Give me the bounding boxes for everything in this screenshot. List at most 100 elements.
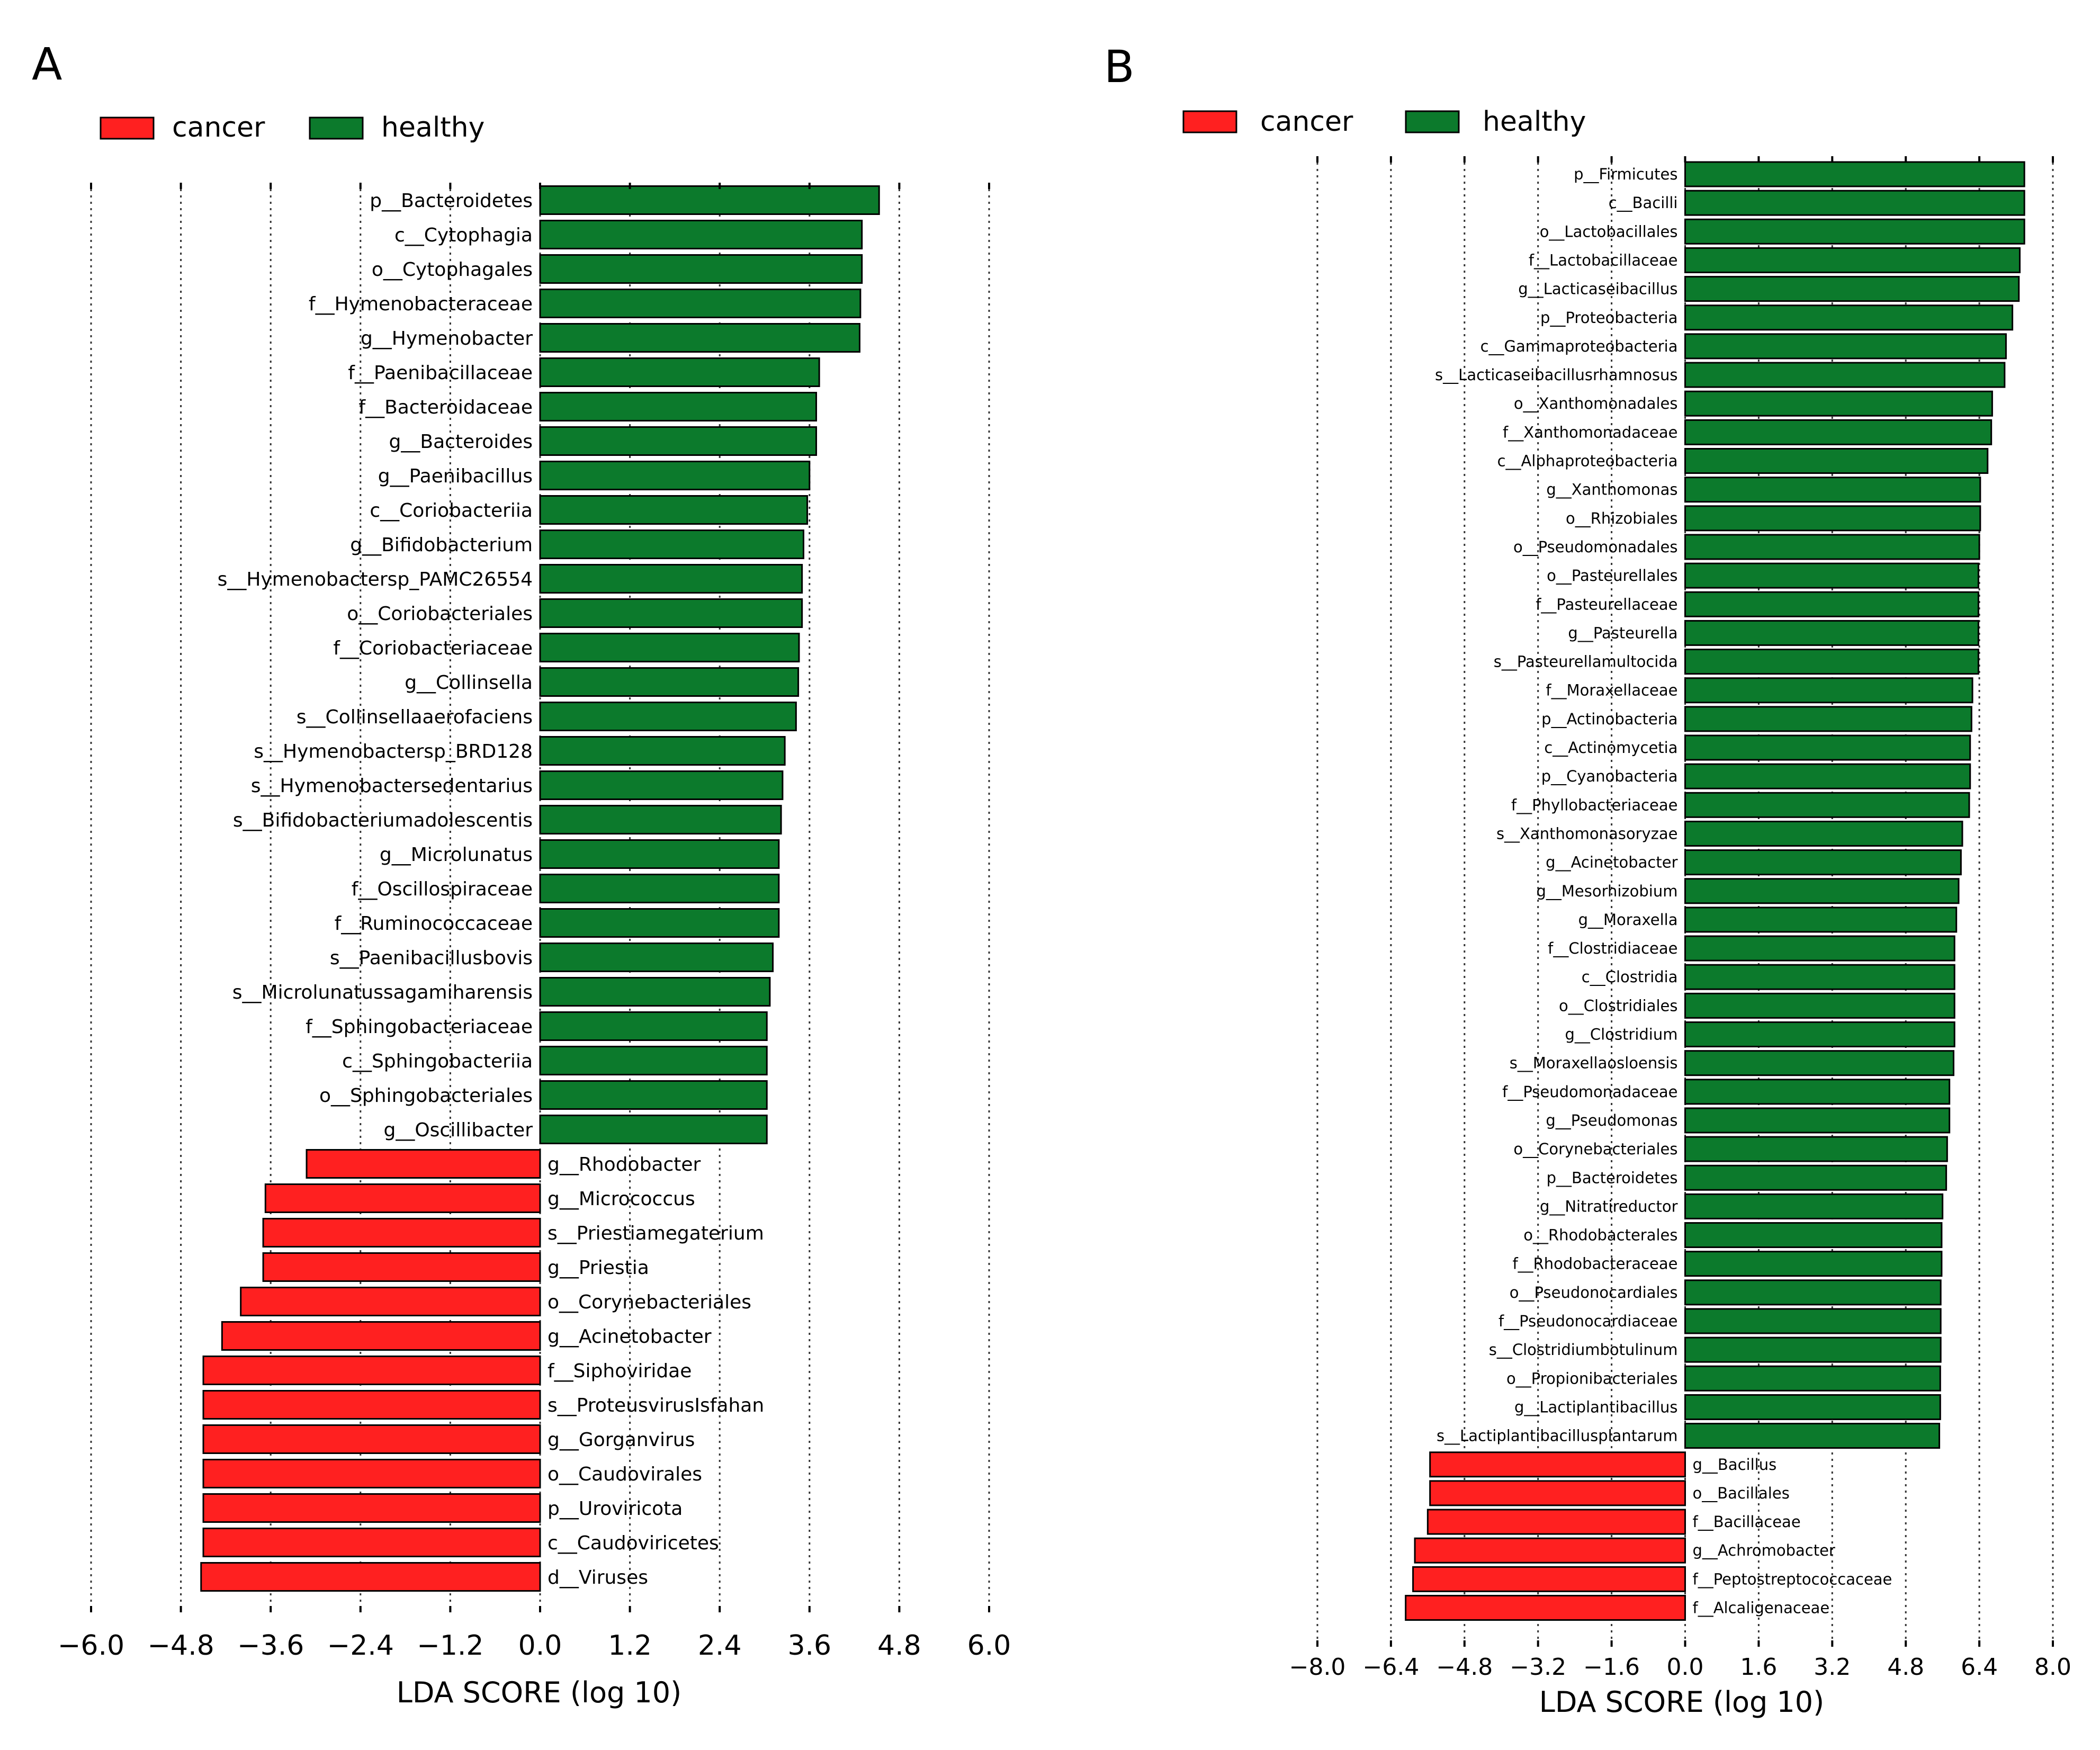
healthy-bar: [539, 805, 782, 834]
healthy-bar: [1684, 276, 2020, 302]
x-tick-label: −4.8: [1436, 1654, 1493, 1681]
cancer-bar: [202, 1459, 541, 1488]
bar-label: f__Phyllobacteriaceae: [1511, 796, 1678, 814]
bar-label: g__Micrococcus: [548, 1188, 695, 1210]
bar-label: g__Bacteroides: [389, 431, 533, 453]
cancer-bar: [1429, 1451, 1686, 1478]
healthy-bar: [1684, 649, 1979, 675]
bar-label: g__Acinetobacter: [1546, 854, 1677, 872]
bar-label: g__Oscillibacter: [383, 1119, 533, 1141]
healthy-bar: [1684, 247, 2021, 273]
legend-b-healthy-swatch: [1405, 110, 1460, 133]
bar-label: g__Clostridium: [1565, 1026, 1677, 1044]
healthy-bar: [1684, 419, 1993, 445]
bar-label: p__Actinobacteria: [1541, 710, 1677, 728]
healthy-bar: [1684, 562, 1979, 589]
healthy-bar: [539, 495, 809, 525]
cancer-bar: [1412, 1566, 1686, 1592]
cancer-bar: [200, 1562, 541, 1592]
healthy-bar: [539, 530, 804, 559]
bar-label: s__Paenibacillusbovis: [330, 947, 533, 969]
healthy-bar: [539, 908, 780, 938]
bar-label: g__Bacillus: [1693, 1456, 1777, 1474]
bar-label: g__Mesorhizobium: [1536, 882, 1677, 900]
panel-a-letter: A: [32, 38, 62, 90]
healthy-bar: [1684, 1394, 1941, 1420]
bar-label: s__Lactiplantibacillusplantarum: [1437, 1427, 1678, 1445]
bar-label: g__Acinetobacter: [548, 1326, 712, 1348]
x-tick-label: 4.8: [877, 1630, 921, 1662]
healthy-bar: [1684, 534, 1980, 560]
bar-label: d__Viruses: [548, 1567, 648, 1589]
bar-label: p__Firmicutes: [1574, 165, 1677, 183]
healthy-bar: [539, 736, 786, 766]
bar-label: o__Pasteurellales: [1547, 567, 1677, 585]
legend-a-healthy-label: healthy: [381, 112, 484, 143]
bar-label: p__Bacteroidetes: [1547, 1169, 1678, 1187]
bar-label: f__Ruminococcaceae: [335, 913, 533, 935]
healthy-bar: [1684, 333, 2007, 360]
panel-b-letter: B: [1104, 41, 1135, 93]
x-tick-label: 0.0: [1667, 1654, 1704, 1681]
cancer-bar: [1426, 1509, 1686, 1535]
bar-label: f__Peptostreptococcaceae: [1693, 1570, 1892, 1588]
healthy-bar: [1684, 448, 1989, 474]
bar-label: s__ProteusvirusIsfahan: [548, 1395, 764, 1416]
panel-a-ticks: −6.0 −4.8 −3.6 −2.4 −1.2 0.0 1.2 2.4 3.6 4.8 6.0: [58, 183, 1011, 1662]
healthy-bar: [1684, 1107, 1951, 1134]
bar-label: c__Actinomycetia: [1544, 739, 1677, 757]
healthy-bar: [1684, 1021, 1955, 1047]
bar-label: f__Oscillospiraceae: [352, 878, 533, 900]
panel-b: B cancer healthy p__Firmicutes c__Bacilli…: [1104, 41, 2071, 1719]
bar-label: g__Nitratireductor: [1540, 1197, 1678, 1215]
bar-label: c__Bacilli: [1609, 194, 1678, 212]
healthy-bar: [1684, 477, 1981, 503]
bar-label: o__Caudovirales: [548, 1464, 702, 1485]
bar-label: p__Cyanobacteria: [1541, 767, 1678, 785]
healthy-bar: [539, 943, 774, 972]
cancer-bar: [1429, 1480, 1686, 1506]
bar-label: f__Moraxellaceae: [1546, 681, 1677, 699]
bar-label: s__Xanthomonasoryzae: [1496, 824, 1678, 842]
x-tick-label: −6.0: [58, 1630, 124, 1662]
healthy-bar: [1684, 1050, 1954, 1076]
bar-label: s__Hymenobactersp_BRD128: [254, 741, 533, 762]
panel-b-ticks: −8.0 −6.4 −4.8 −3.2 −1.6 0.0 1.6 3.2 4.8 6.4 8.0: [1289, 156, 2071, 1681]
x-tick-label: 2.4: [698, 1630, 742, 1662]
x-tick-label: −2.4: [327, 1630, 394, 1662]
bar-label: g__Priestia: [548, 1257, 649, 1279]
healthy-bar: [1684, 218, 2025, 245]
bar-label: o__Xanthomonadales: [1514, 394, 1678, 412]
healthy-bar: [539, 392, 818, 421]
legend-b-healthy-label: healthy: [1483, 106, 1586, 138]
healthy-bar: [1684, 1222, 1943, 1249]
bar-label: g__Lactiplantibacillus: [1514, 1398, 1678, 1416]
healthy-bar: [1684, 1136, 1948, 1162]
x-tick-label: −8.0: [1289, 1654, 1346, 1681]
healthy-bar: [539, 323, 860, 353]
bar-label: s__Priestiamegaterium: [548, 1223, 764, 1244]
bar-label: o__Corynebacteriales: [548, 1291, 751, 1313]
healthy-bar: [1684, 1193, 1944, 1219]
cancer-bar: [264, 1183, 541, 1213]
legend-a-healthy-swatch: [309, 116, 364, 140]
healthy-bar: [539, 289, 861, 318]
cancer-bar: [240, 1287, 541, 1316]
bar-label: o__Coriobacteriales: [347, 603, 533, 625]
bar-label: g__Moraxella: [1578, 911, 1678, 929]
healthy-bar: [539, 564, 803, 594]
x-tick-label: −1.2: [417, 1630, 483, 1662]
healthy-bar: [539, 357, 820, 387]
healthy-bar: [539, 1080, 768, 1110]
healthy-bar: [539, 770, 784, 800]
bar-label: g__Collinsella: [405, 672, 533, 694]
healthy-bar: [539, 254, 863, 284]
bar-label: s__Clostridiumbotulinum: [1489, 1341, 1678, 1359]
healthy-bar: [1684, 964, 1955, 990]
healthy-bar: [539, 874, 780, 903]
healthy-bar: [1684, 1308, 1942, 1334]
bar-label: s__Bifidobacteriumadolescentis: [233, 810, 533, 831]
bar-label: g__Lacticaseibacillus: [1518, 280, 1677, 298]
x-tick-label: 3.6: [787, 1630, 831, 1662]
x-tick-label: −3.2: [1510, 1654, 1566, 1681]
